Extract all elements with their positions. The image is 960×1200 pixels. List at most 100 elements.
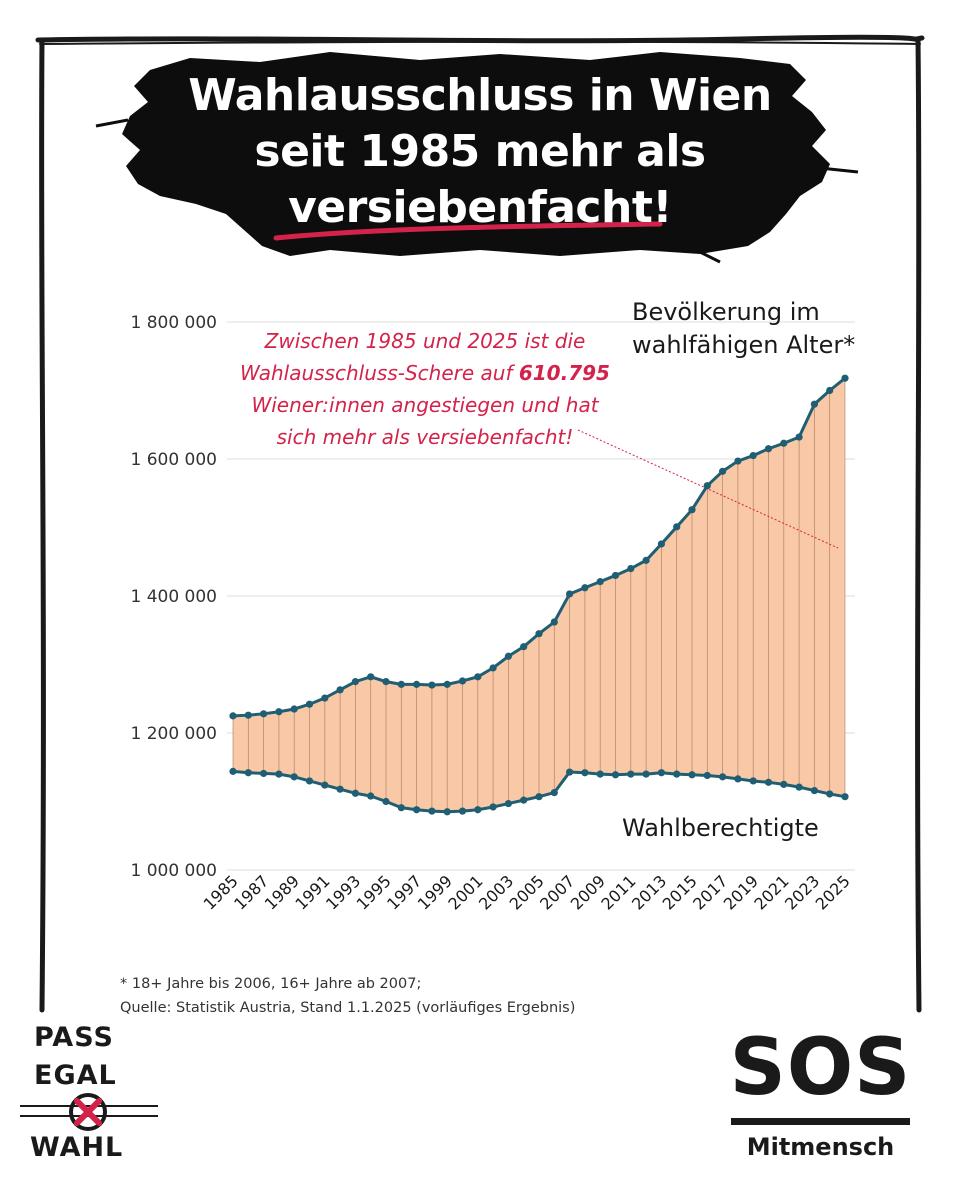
logo-word-wahl: WAHL	[30, 1132, 124, 1163]
y-tick-label: 1 400 000	[130, 587, 217, 607]
logo-sos-title: SOS	[729, 1023, 912, 1113]
ballot-cross-icon	[20, 1093, 158, 1131]
headline-underline	[273, 221, 663, 241]
point-population	[290, 705, 298, 713]
point-eligible	[688, 771, 696, 779]
point-population	[275, 708, 283, 716]
point-population	[826, 386, 834, 395]
point-eligible	[382, 797, 390, 806]
point-population	[810, 400, 819, 408]
drop-lines	[232, 378, 846, 812]
logo-divider	[731, 1118, 910, 1125]
point-population	[520, 643, 528, 651]
point-eligible	[611, 771, 620, 779]
point-eligible	[826, 790, 834, 798]
series-label-eligible: Wahlberechtigte	[622, 814, 819, 842]
point-population	[673, 523, 681, 531]
point-population	[764, 445, 773, 453]
sos-mitmensch-logo: SOS Mitmensch	[728, 1022, 913, 1172]
point-eligible	[290, 773, 298, 781]
point-population	[749, 451, 757, 460]
data-points	[229, 374, 849, 816]
point-population	[260, 710, 268, 718]
point-eligible	[367, 792, 375, 800]
point-eligible	[703, 771, 711, 780]
point-eligible	[596, 770, 604, 778]
point-population	[504, 652, 512, 660]
footnote: * 18+ Jahre bis 2006, 16+ Jahre ab 2007;…	[120, 972, 575, 1020]
point-population	[566, 590, 574, 598]
point-population	[657, 540, 666, 548]
y-axis-ticks: 1 000 000 1 200 000 1 400 000 1 600 000 1 80…	[130, 313, 217, 881]
point-eligible	[321, 781, 329, 789]
headline-line-2: seit 1985 mehr als	[254, 126, 706, 177]
point-eligible	[550, 788, 558, 797]
point-eligible	[244, 769, 252, 777]
point-population	[734, 457, 742, 465]
point-population	[305, 700, 314, 708]
point-eligible	[443, 808, 451, 816]
point-population	[535, 630, 543, 638]
point-population	[581, 584, 589, 592]
point-eligible	[734, 775, 742, 783]
point-eligible	[520, 796, 528, 804]
footnote-line-1: * 18+ Jahre bis 2006, 16+ Jahre ab 2007;	[120, 976, 422, 992]
point-eligible	[489, 803, 497, 811]
point-population	[397, 680, 405, 688]
y-tick-label: 1 000 000	[130, 861, 217, 881]
point-eligible	[275, 770, 283, 778]
point-eligible	[642, 770, 650, 778]
point-population	[428, 681, 436, 689]
point-population	[321, 694, 329, 702]
annotation-leader-line	[577, 429, 839, 549]
annotation-leader	[577, 429, 839, 549]
point-population	[703, 482, 711, 490]
brush-stroke	[122, 52, 830, 256]
point-population	[474, 673, 482, 681]
point-population	[382, 678, 390, 686]
point-population	[367, 673, 375, 681]
y-tick-label: 1 200 000	[130, 724, 217, 744]
brush-streak-2	[819, 166, 859, 174]
point-eligible	[413, 806, 421, 814]
point-eligible	[841, 793, 849, 801]
logo-word-egal: EGAL	[34, 1060, 117, 1091]
point-population	[688, 506, 696, 514]
point-eligible	[260, 769, 268, 778]
point-population	[351, 678, 359, 686]
y-tick-label: 1 800 000	[130, 313, 217, 333]
footnote-line-2: Quelle: Statistik Austria, Stand 1.1.202…	[120, 1000, 576, 1016]
frame-top-stroke	[35, 34, 925, 44]
point-population	[443, 680, 451, 688]
point-eligible	[428, 807, 436, 815]
point-population	[244, 711, 252, 719]
point-population	[841, 374, 849, 382]
point-eligible	[535, 793, 543, 801]
point-eligible	[657, 769, 666, 777]
point-population	[413, 680, 421, 688]
point-population	[627, 565, 635, 573]
point-eligible	[795, 783, 803, 791]
series-label-population: Bevölkerung im wahlfähigen Alter*	[632, 298, 856, 359]
brush-streak-1	[95, 118, 129, 128]
point-eligible	[749, 777, 757, 785]
pass-egal-wahl-logo: PASS EGAL WAHL	[20, 1022, 160, 1172]
point-eligible	[397, 804, 405, 812]
annotation-text-2: Wiener:innen angestiegen und hat sich me…	[251, 393, 599, 449]
point-population	[458, 677, 467, 685]
logo-sos-subtitle: Mitmensch	[746, 1133, 895, 1161]
annotation-highlight: 610.795	[518, 361, 610, 385]
point-eligible	[719, 773, 727, 781]
chart-annotation: Zwischen 1985 und 2025 ist die Wahlaussc…	[240, 325, 610, 453]
point-population	[336, 686, 344, 694]
point-population	[229, 712, 237, 720]
point-eligible	[566, 768, 574, 776]
headline: Wahlausschluss in Wien seit 1985 mehr al…	[120, 68, 840, 236]
area-chart: 1 000 000 1 200 000 1 400 000 1 600 000 1 80…	[100, 292, 860, 952]
point-population	[719, 467, 727, 475]
point-population	[489, 664, 497, 672]
point-eligible	[474, 806, 482, 814]
point-eligible	[504, 799, 512, 808]
point-eligible	[458, 807, 467, 815]
